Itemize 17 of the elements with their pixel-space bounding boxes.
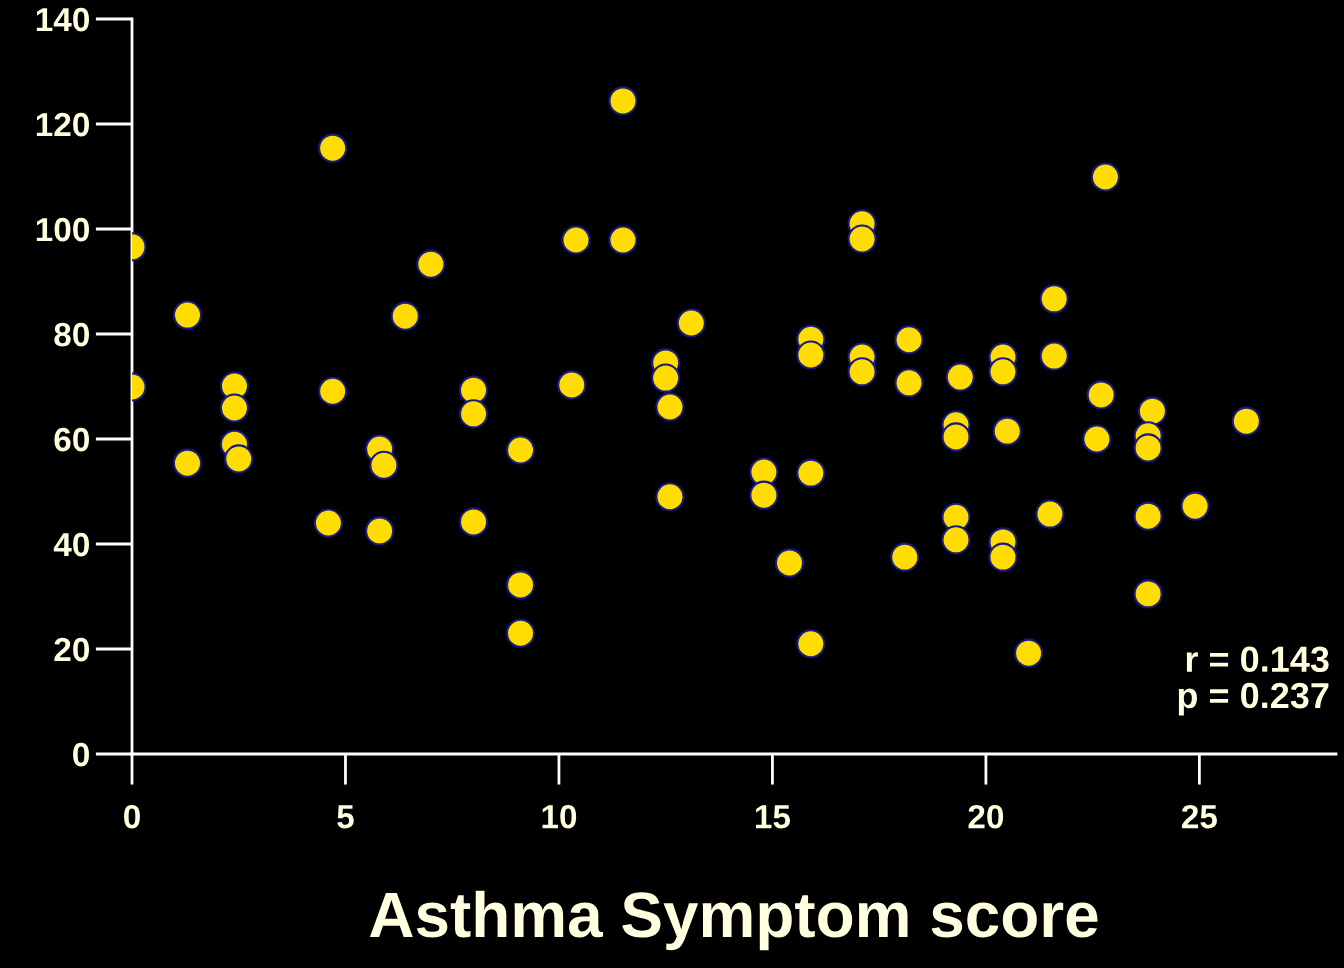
x-tick-label: 10	[542, 804, 577, 829]
x-tick-label: 25	[1182, 804, 1217, 829]
y-tick-label: 40	[53, 532, 89, 557]
x-tick-label: 15	[755, 805, 791, 829]
x-tick-label: 0	[124, 804, 140, 829]
y-tick-label: 60	[54, 427, 89, 452]
y-tick-label: 120	[36, 112, 89, 137]
y-tick-label: 80	[54, 322, 89, 347]
x-axis-title: Asthma Symptom score	[369, 890, 1098, 951]
y-tick-label: 140	[36, 7, 89, 32]
x-tick-label: 20	[968, 804, 1004, 829]
y-tick-label: 0	[73, 742, 89, 767]
y-tick-label: 100	[36, 217, 89, 242]
annotation: r = 0.143	[1186, 646, 1329, 673]
annotation: p = 0.237	[1178, 682, 1329, 716]
y-tick-label: 20	[54, 637, 89, 662]
x-tick-label: 5	[337, 805, 354, 829]
